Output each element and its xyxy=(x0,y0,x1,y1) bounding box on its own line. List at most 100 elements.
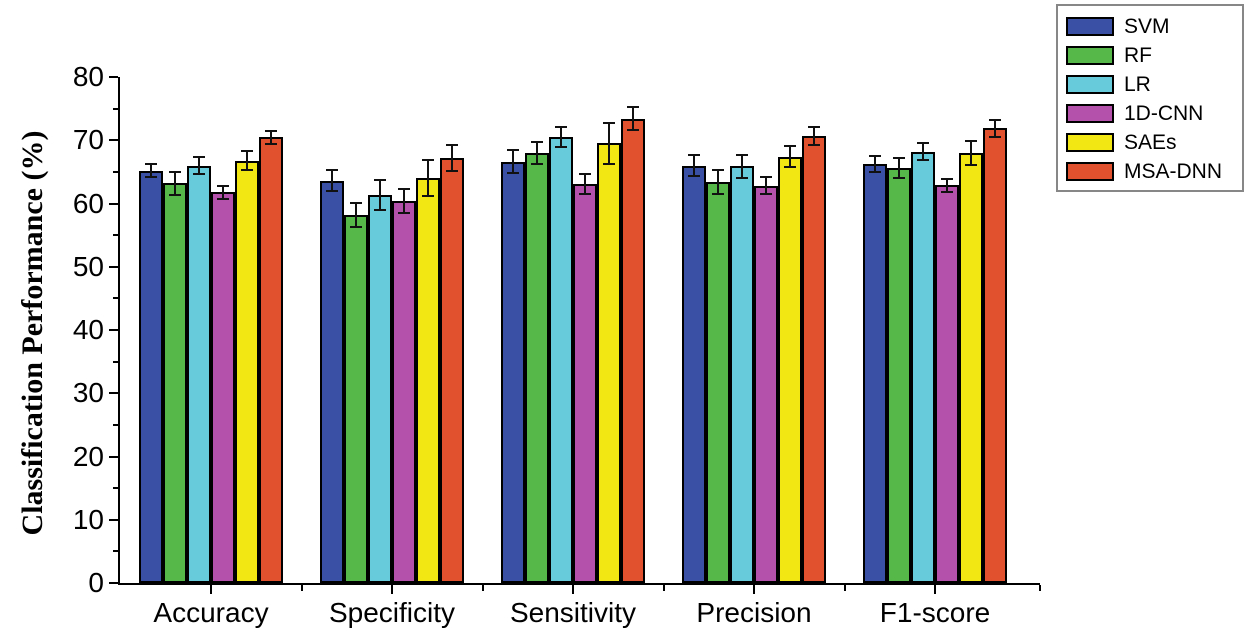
bar-saes-specificity xyxy=(416,158,440,583)
legend-label-svm: SVM xyxy=(1124,14,1170,38)
legend-swatch-svm xyxy=(1066,17,1114,36)
error-bar-rf-f1-score xyxy=(898,156,900,180)
error-cap-bottom xyxy=(241,168,253,171)
x-boundary-tick-4 xyxy=(1039,585,1041,591)
error-bar-msa-dnn-accuracy xyxy=(270,129,272,145)
y-tick-label-70: 70 xyxy=(72,124,104,156)
bar-group-accuracy xyxy=(139,77,283,583)
y-major-tick-30 xyxy=(109,392,118,395)
x-axis-label-sensitivity: Sensitivity xyxy=(509,597,637,628)
error-bar-saes-accuracy xyxy=(246,150,248,171)
error-bar-saes-sensitivity xyxy=(608,121,610,165)
x-center-tick-sensitivity xyxy=(572,585,574,594)
bar-lr-f1-score xyxy=(911,142,935,583)
x-axis-label-precision: Precision xyxy=(696,597,812,628)
error-cap-top xyxy=(398,188,410,191)
error-cap-top xyxy=(555,125,567,128)
x-boundary-tick-1 xyxy=(481,585,484,591)
error-bar-1d-cnn-specificity xyxy=(403,188,405,214)
bar-1d-cnn-f1-score xyxy=(935,177,959,583)
error-cap-top xyxy=(603,121,615,124)
error-cap-bottom xyxy=(893,177,905,180)
error-cap-top xyxy=(193,156,205,159)
error-bar-1d-cnn-accuracy xyxy=(222,184,224,200)
y-tick-label-30: 30 xyxy=(72,377,104,409)
error-cap-bottom xyxy=(265,142,277,145)
legend-item-lr: LR xyxy=(1066,70,1242,99)
x-axis-label-f1-score: F1-score xyxy=(879,597,991,628)
error-cap-bottom xyxy=(374,209,386,212)
y-major-tick-80 xyxy=(109,76,118,78)
y-major-tick-20 xyxy=(109,455,118,458)
bar-group-f1-score xyxy=(863,77,1007,583)
y-minor-tick-25 xyxy=(113,423,118,426)
error-bar-1d-cnn-sensitivity xyxy=(584,172,586,196)
bar-group-sensitivity xyxy=(501,77,645,583)
error-cap-top xyxy=(531,140,543,143)
legend-item-1d-cnn: 1D-CNN xyxy=(1066,99,1242,128)
error-bar-lr-accuracy xyxy=(198,156,200,176)
error-bar-svm-specificity xyxy=(331,169,333,193)
y-tick-label-50: 50 xyxy=(72,250,104,282)
error-bar-svm-f1-score xyxy=(874,154,876,173)
bar-rf-accuracy xyxy=(163,170,187,583)
error-cap-top xyxy=(688,154,700,157)
error-cap-bottom xyxy=(217,197,229,200)
bar-lr-precision xyxy=(730,153,754,583)
legend-label-lr: LR xyxy=(1124,72,1151,96)
error-bar-msa-dnn-specificity xyxy=(451,144,453,172)
error-cap-bottom xyxy=(169,193,181,196)
x-boundary-tick-0 xyxy=(300,585,303,591)
error-cap-top xyxy=(941,177,953,180)
bar-lr-sensitivity xyxy=(549,125,573,583)
error-cap-bottom xyxy=(808,143,820,146)
y-major-tick-50 xyxy=(109,265,118,268)
error-bar-saes-specificity xyxy=(427,158,429,197)
y-minor-tick-5 xyxy=(113,550,118,553)
bar-msa-dnn-specificity xyxy=(440,144,464,583)
error-bar-lr-precision xyxy=(741,153,743,179)
bar-lr-accuracy xyxy=(187,156,211,583)
error-cap-top xyxy=(217,184,229,187)
error-cap-bottom xyxy=(398,211,410,214)
error-cap-top xyxy=(808,125,820,128)
y-major-tick-60 xyxy=(109,202,118,205)
bar-msa-dnn-accuracy xyxy=(259,129,283,583)
error-cap-top xyxy=(446,144,458,147)
error-cap-bottom xyxy=(422,194,434,197)
plot-area: 0 10 20 30 40 50 60 70 80 Accuracy Specificity Sens… xyxy=(73,63,1041,628)
error-cap-bottom xyxy=(326,190,338,193)
y-major-tick-0 xyxy=(109,582,118,584)
error-cap-bottom xyxy=(712,192,724,195)
error-bar-rf-accuracy xyxy=(174,170,176,196)
y-major-tick-70 xyxy=(109,139,118,142)
error-cap-bottom xyxy=(627,129,639,132)
error-cap-top xyxy=(736,153,748,156)
bar-svm-precision xyxy=(682,154,706,583)
bar-saes-f1-score xyxy=(959,140,983,583)
bar-group-specificity xyxy=(320,77,464,583)
bar-svm-specificity xyxy=(320,169,344,583)
y-tick-label-40: 40 xyxy=(72,314,104,345)
error-cap-bottom xyxy=(350,225,362,228)
legend-item-msa-dnn: MSA-DNN xyxy=(1066,157,1242,186)
error-cap-top xyxy=(350,202,362,205)
error-cap-bottom xyxy=(736,176,748,179)
y-minor-tick-65 xyxy=(113,170,118,173)
legend-swatch-saes xyxy=(1066,133,1114,152)
error-bar-msa-dnn-f1-score xyxy=(994,118,996,138)
y-axis-title: Classification Performance (%) xyxy=(16,130,49,536)
y-major-tick-10 xyxy=(109,518,118,521)
y-minor-tick-15 xyxy=(113,487,118,490)
legend-label-saes: SAEs xyxy=(1124,130,1177,154)
bar-msa-dnn-precision xyxy=(802,125,826,583)
error-bar-lr-f1-score xyxy=(922,142,924,162)
x-axis-label-accuracy: Accuracy xyxy=(153,597,269,628)
y-tick-label-60: 60 xyxy=(72,187,104,219)
bar-1d-cnn-specificity xyxy=(392,188,416,583)
error-cap-top xyxy=(965,140,977,143)
error-cap-bottom xyxy=(688,174,700,177)
y-minor-tick-55 xyxy=(113,234,118,237)
bar-saes-accuracy xyxy=(235,150,259,583)
